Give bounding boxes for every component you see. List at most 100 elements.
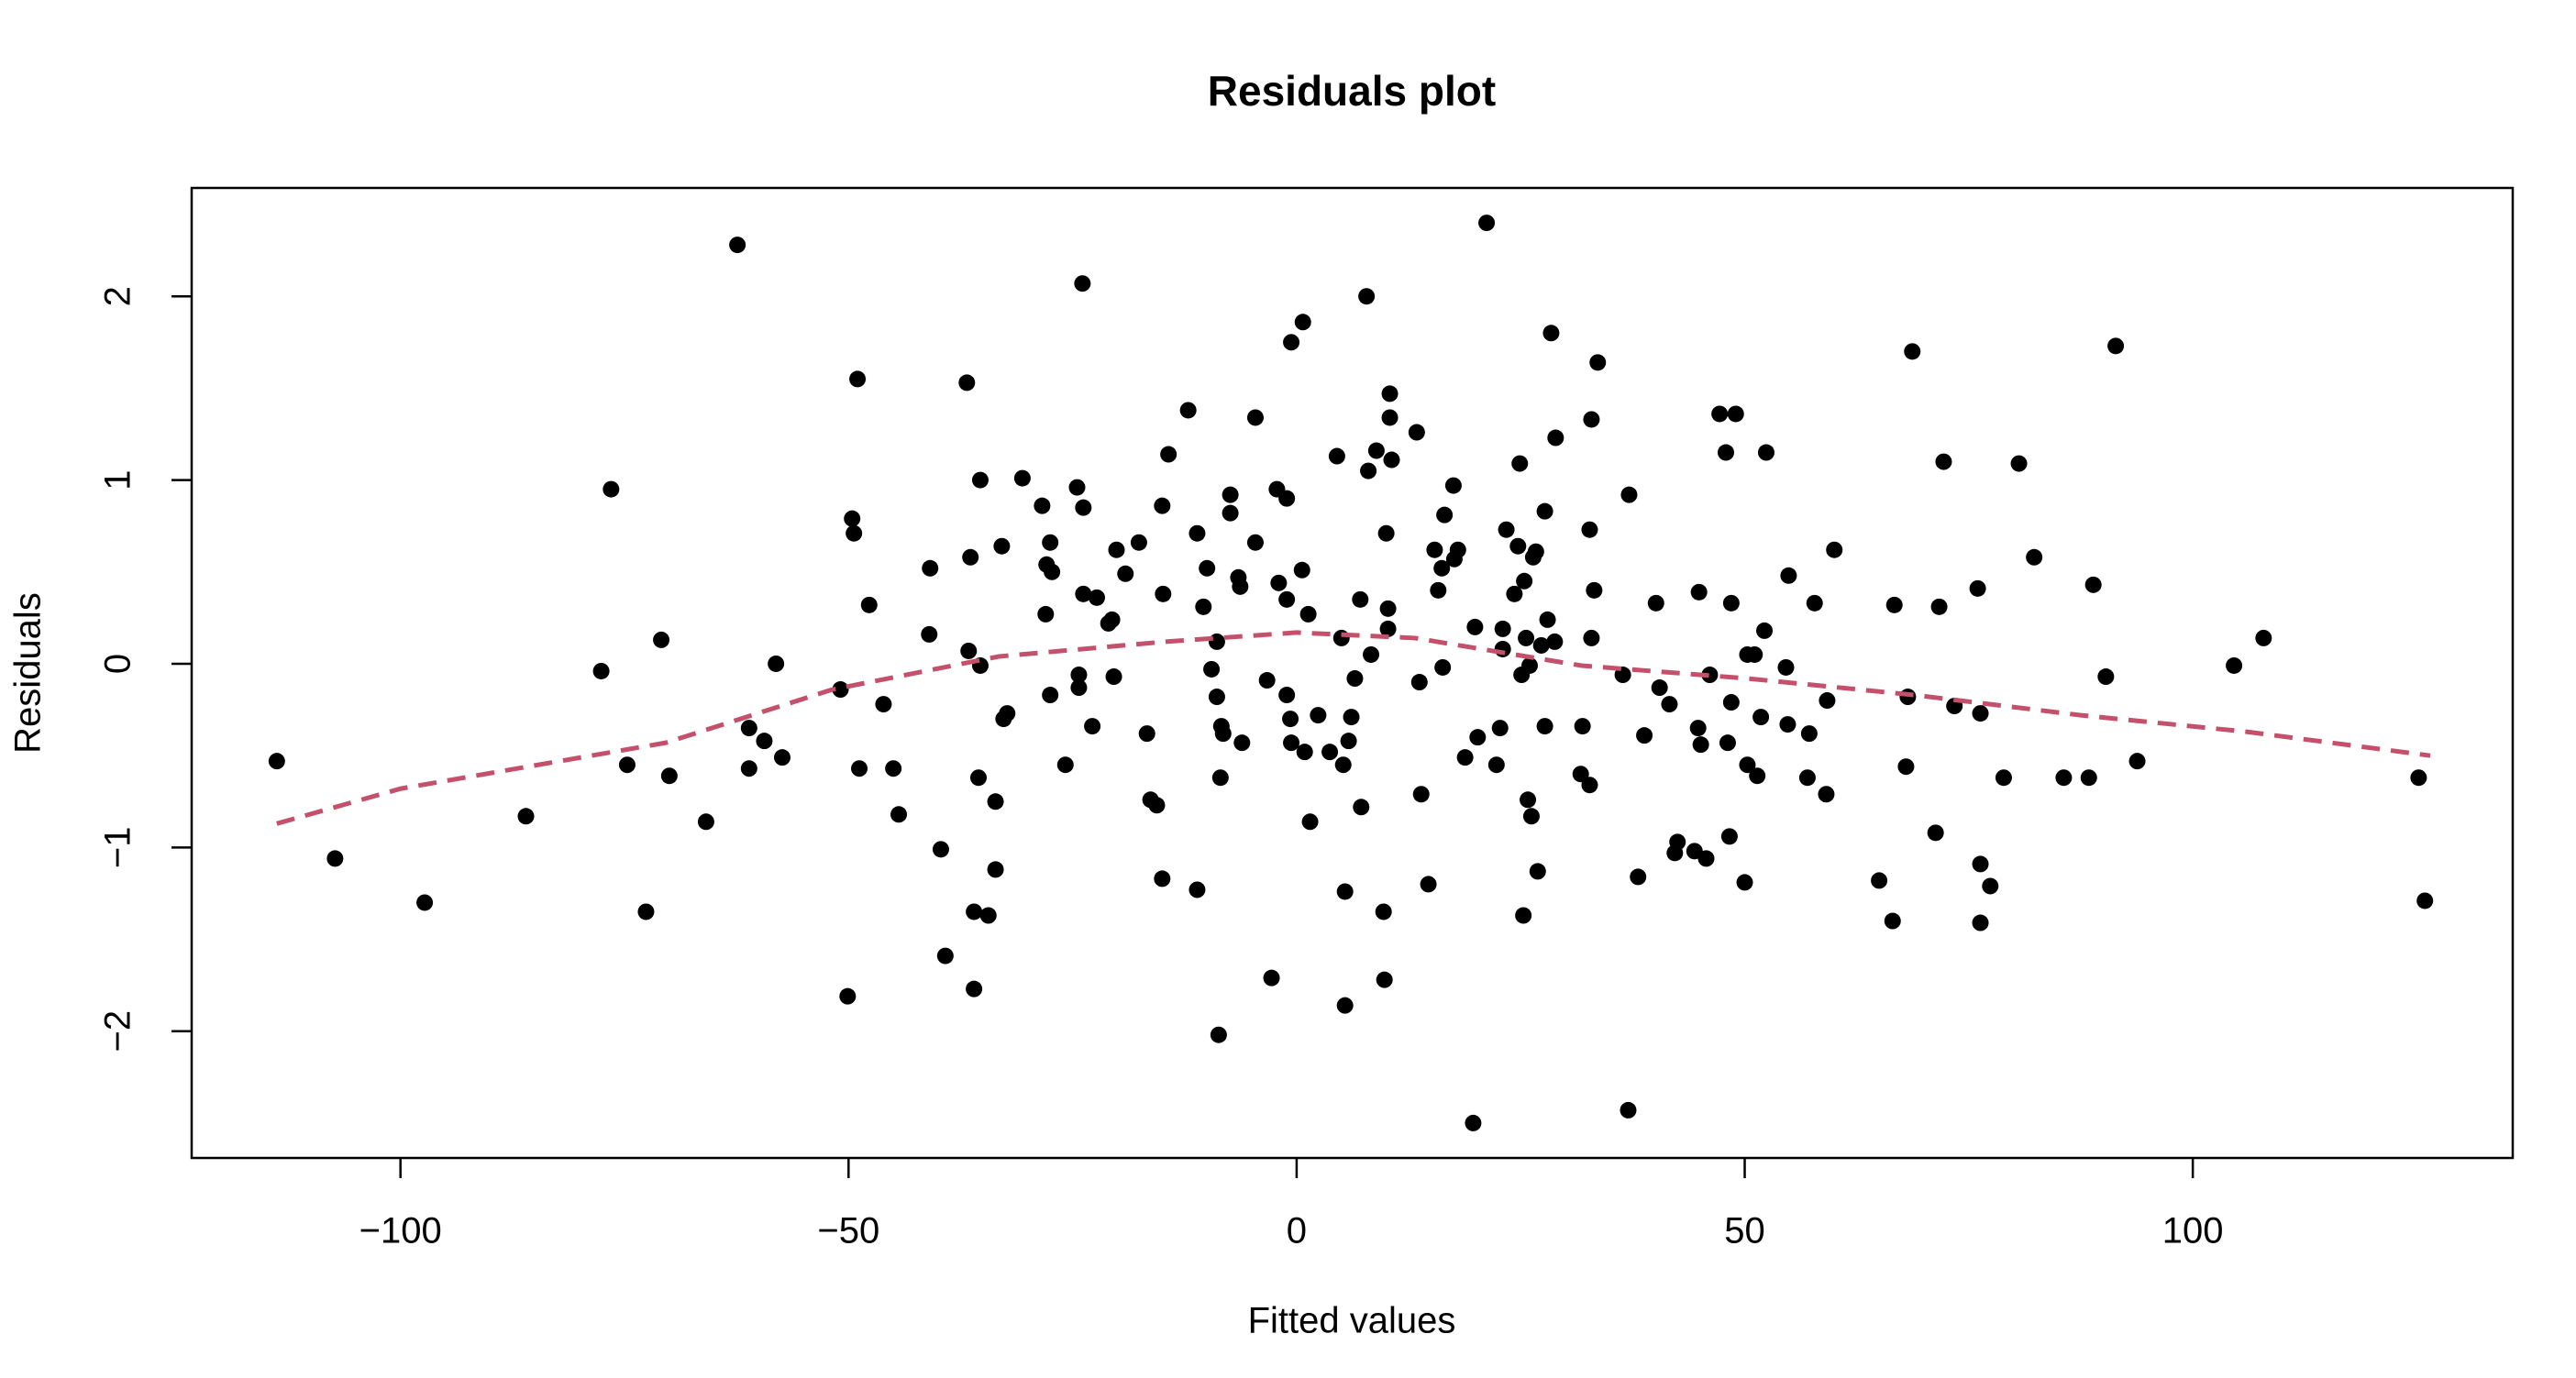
point: [2010, 455, 2028, 472]
point: [1532, 636, 1550, 654]
point: [1720, 828, 1738, 845]
point: [1739, 756, 1756, 774]
point: [1154, 497, 1171, 514]
point: [1536, 718, 1553, 735]
x-tick-label: 100: [2162, 1211, 2224, 1251]
point: [1138, 725, 1155, 743]
point: [839, 987, 857, 1005]
point: [1935, 453, 1952, 470]
point: [1927, 824, 1944, 842]
point: [1819, 692, 1836, 710]
point: [2084, 576, 2102, 593]
point: [2026, 548, 2043, 566]
point: [603, 480, 620, 498]
point: [1701, 667, 1719, 684]
point: [1381, 409, 1399, 426]
point: [1583, 411, 1600, 428]
point: [1075, 585, 1092, 602]
plot-frame: [190, 186, 2515, 1160]
point: [1293, 561, 1310, 579]
x-axis-label: Fitted values: [1248, 1301, 1456, 1341]
point: [1103, 611, 1121, 628]
point: [1278, 687, 1296, 704]
y-tick-label: −2: [98, 1010, 138, 1053]
point: [1263, 969, 1280, 987]
point: [1589, 354, 1607, 371]
point: [1343, 709, 1360, 726]
point: [1363, 645, 1380, 663]
point: [1727, 405, 1744, 423]
point: [1283, 334, 1300, 351]
point: [1379, 600, 1397, 617]
point: [1301, 813, 1319, 831]
point: [1818, 786, 1835, 803]
point: [2097, 668, 2115, 686]
point: [1620, 1101, 1637, 1119]
point: [1367, 442, 1385, 459]
point: [1042, 534, 1059, 551]
point: [1210, 1026, 1227, 1043]
point: [1296, 744, 1313, 761]
point: [987, 861, 1004, 878]
point: [1070, 679, 1088, 697]
point: [1826, 541, 1843, 558]
point: [1583, 629, 1600, 646]
point: [962, 548, 979, 566]
point: [999, 705, 1016, 722]
point: [1930, 598, 1948, 615]
x-tick-label: −100: [359, 1211, 442, 1251]
point: [1478, 215, 1496, 232]
point: [1160, 446, 1177, 463]
point: [1188, 881, 1206, 898]
point: [1972, 855, 1989, 873]
point: [979, 907, 997, 924]
point: [1620, 486, 1638, 503]
point: [1995, 769, 2012, 787]
point: [1340, 733, 1357, 750]
point: [969, 769, 987, 787]
point: [1270, 574, 1288, 591]
point: [592, 662, 610, 679]
point: [1527, 543, 1544, 560]
point: [1075, 499, 1092, 516]
point: [1278, 490, 1296, 507]
point: [1518, 629, 1535, 646]
point: [844, 510, 861, 527]
point: [1969, 579, 1986, 597]
point: [1426, 541, 1443, 558]
point: [890, 806, 908, 823]
point: [1777, 658, 1795, 676]
point: [517, 808, 535, 825]
point: [2128, 753, 2146, 770]
point: [832, 681, 849, 699]
point: [2107, 337, 2125, 355]
point: [1516, 572, 1533, 590]
point: [1581, 777, 1598, 794]
point: [1586, 581, 1603, 599]
point: [1494, 620, 1511, 637]
point: [660, 767, 678, 785]
point: [1630, 868, 1647, 886]
point: [1379, 620, 1397, 637]
point: [1188, 524, 1206, 542]
point: [1498, 521, 1515, 538]
point: [1222, 486, 1239, 503]
point: [1697, 850, 1715, 867]
point: [1506, 585, 1523, 602]
y-tick-label: −1: [98, 827, 138, 869]
point: [773, 749, 790, 766]
point: [1375, 903, 1392, 921]
point: [860, 596, 878, 613]
point: [416, 894, 434, 911]
point: [740, 760, 757, 777]
point: [1328, 447, 1345, 465]
smooth-line: [276, 630, 2431, 826]
point: [1511, 455, 1529, 472]
point: [1232, 578, 1249, 595]
point: [326, 850, 344, 867]
point: [1746, 645, 1763, 663]
point: [1456, 749, 1474, 766]
point: [1752, 709, 1770, 726]
point: [1084, 718, 1101, 735]
point: [1536, 502, 1553, 520]
